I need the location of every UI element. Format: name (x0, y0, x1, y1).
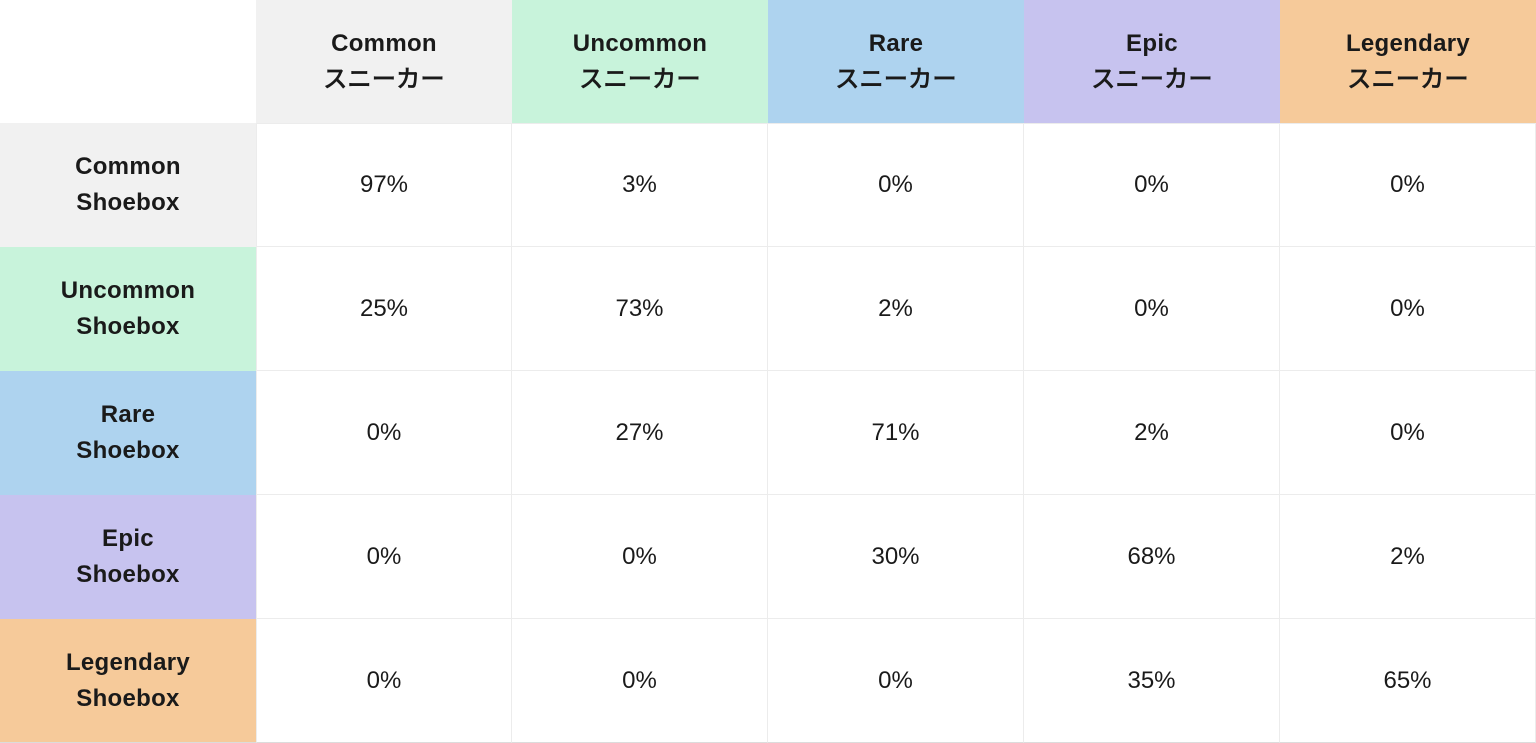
cell-legendary-shoebox-epic-sneaker: 35% (1024, 619, 1280, 743)
cell-rare-shoebox-rare-sneaker: 71% (768, 371, 1024, 495)
cell-rare-shoebox-epic-sneaker: 2% (1024, 371, 1280, 495)
column-header-label-en: Epic (1126, 29, 1178, 57)
row-header-label-rarity: Rare (100, 401, 156, 428)
cell-uncommon-shoebox-epic-sneaker: 0% (1024, 247, 1280, 371)
corner-cell (0, 0, 256, 123)
cell-rare-shoebox-common-sneaker: 0% (256, 371, 512, 495)
row-header-label-rarity: Common (75, 153, 181, 180)
column-header-legendary-sneaker: Legendary スニーカー (1280, 0, 1536, 123)
cell-rare-shoebox-uncommon-sneaker: 27% (512, 371, 768, 495)
column-header-epic-sneaker: Epic スニーカー (1024, 0, 1280, 123)
cell-uncommon-shoebox-rare-sneaker: 2% (768, 247, 1024, 371)
cell-common-shoebox-epic-sneaker: 0% (1024, 123, 1280, 247)
column-header-label-ja: スニーカー (835, 65, 957, 93)
cell-epic-shoebox-epic-sneaker: 68% (1024, 495, 1280, 619)
cell-legendary-shoebox-legendary-sneaker: 65% (1280, 619, 1536, 743)
row-header-label-rarity: Uncommon (60, 277, 196, 304)
column-header-label-ja: スニーカー (1347, 65, 1469, 93)
row-header-common-shoebox: Common Shoebox (0, 123, 256, 247)
cell-legendary-shoebox-rare-sneaker: 0% (768, 619, 1024, 743)
row-header-rare-shoebox: Rare Shoebox (0, 371, 256, 495)
cell-rare-shoebox-legendary-sneaker: 0% (1280, 371, 1536, 495)
column-header-label-ja: スニーカー (1091, 65, 1213, 93)
cell-common-shoebox-common-sneaker: 97% (256, 123, 512, 247)
cell-common-shoebox-uncommon-sneaker: 3% (512, 123, 768, 247)
cell-common-shoebox-rare-sneaker: 0% (768, 123, 1024, 247)
cell-legendary-shoebox-common-sneaker: 0% (256, 619, 512, 743)
cell-epic-shoebox-uncommon-sneaker: 0% (512, 495, 768, 619)
row-header-legendary-shoebox: Legendary Shoebox (0, 619, 256, 743)
row-header-label-rarity: Epic (102, 525, 154, 552)
column-header-label-ja: スニーカー (323, 65, 445, 93)
column-header-common-sneaker: Common スニーカー (256, 0, 512, 123)
column-header-label-ja: スニーカー (579, 65, 701, 93)
column-header-label-en: Common (331, 29, 437, 57)
cell-uncommon-shoebox-uncommon-sneaker: 73% (512, 247, 768, 371)
cell-legendary-shoebox-uncommon-sneaker: 0% (512, 619, 768, 743)
row-header-label-shoebox: Shoebox (76, 437, 180, 464)
column-header-uncommon-sneaker: Uncommon スニーカー (512, 0, 768, 123)
cell-epic-shoebox-legendary-sneaker: 2% (1280, 495, 1536, 619)
column-header-label-en: Uncommon (572, 29, 708, 57)
column-header-label-en: Rare (868, 29, 924, 57)
row-header-label-shoebox: Shoebox (76, 313, 180, 340)
row-header-label-rarity: Legendary (65, 648, 191, 676)
cell-common-shoebox-legendary-sneaker: 0% (1280, 123, 1536, 247)
row-header-label-shoebox: Shoebox (76, 684, 180, 712)
row-header-uncommon-shoebox: Uncommon Shoebox (0, 247, 256, 371)
row-header-label-shoebox: Shoebox (76, 189, 180, 216)
column-header-rare-sneaker: Rare スニーカー (768, 0, 1024, 123)
column-header-label-en: Legendary (1345, 29, 1471, 57)
cell-epic-shoebox-rare-sneaker: 30% (768, 495, 1024, 619)
cell-uncommon-shoebox-common-sneaker: 25% (256, 247, 512, 371)
cell-uncommon-shoebox-legendary-sneaker: 0% (1280, 247, 1536, 371)
row-header-label-shoebox: Shoebox (76, 561, 180, 588)
cell-epic-shoebox-common-sneaker: 0% (256, 495, 512, 619)
row-header-epic-shoebox: Epic Shoebox (0, 495, 256, 619)
